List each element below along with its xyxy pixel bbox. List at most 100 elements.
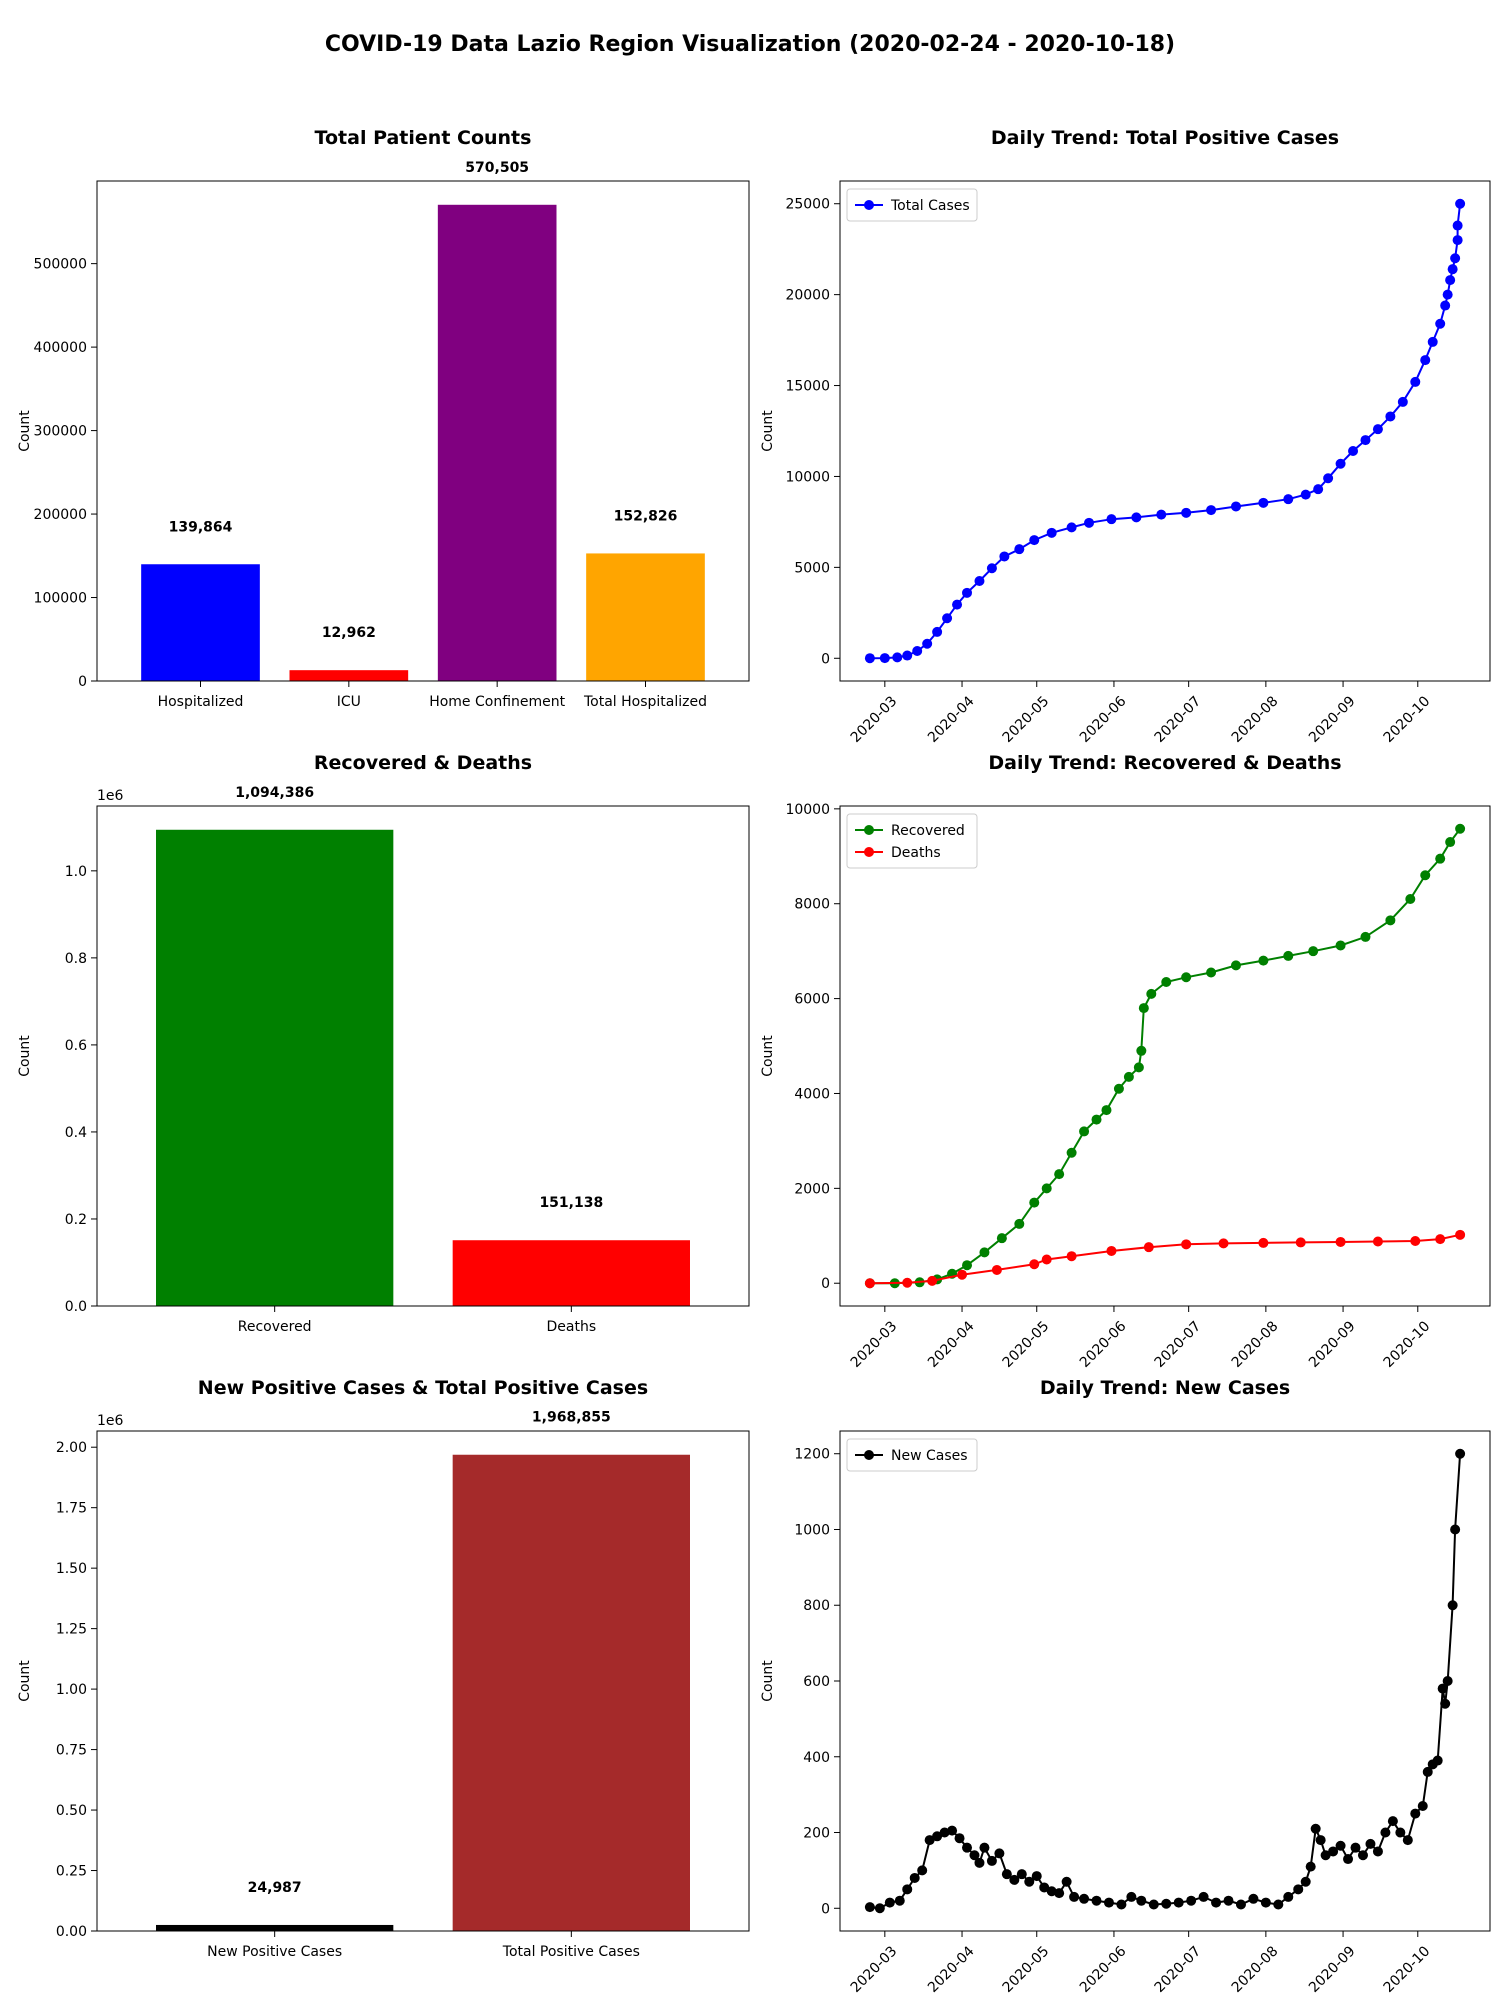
new-cases-trend-series-0-point-70	[1442, 1676, 1453, 1686]
new-cases-trend-series-0-point-62	[1402, 1835, 1413, 1846]
total-positive-trend-series-0-point-11	[986, 563, 997, 574]
total-positive-trend-legend-label-0: Total Cases	[890, 198, 970, 214]
total-positive-trend-series-0-point-20	[1156, 509, 1167, 520]
new-cases-trend-ytick-label: 600	[803, 1674, 830, 1690]
total-positive-trend-series-0-point-34	[1397, 396, 1408, 407]
new-cases-trend-series-0-point-30	[1103, 1897, 1114, 1908]
new-cases-trend-series-0-point-28	[1079, 1893, 1090, 1904]
total-positive-trend-series-0-point-24	[1258, 497, 1269, 508]
recovered-deaths-trend-ytick-label: 4000	[794, 1086, 830, 1102]
recovered-deaths-trend-legend-swatch-marker-0	[864, 825, 874, 835]
total-positive-trend-series-0-point-32	[1372, 424, 1383, 435]
patient-counts-data-label-0: 139,864	[169, 519, 233, 535]
total-positive-trend-series-0-point-22	[1206, 505, 1217, 516]
recovered-deaths-xtick-label-1: Deaths	[547, 1319, 597, 1335]
new-cases-trend-series-0-point-49	[1310, 1823, 1321, 1834]
recovered-deaths-trend-series-0-point-28	[1308, 946, 1319, 957]
new-cases-trend-xtick-label-2: 2020-05	[1000, 1943, 1053, 1996]
new-cases-trend-series-0-point-13	[969, 1850, 980, 1861]
recovered-deaths-ytick-label: 1.0	[65, 864, 87, 880]
new-cases-trend-axes-frame	[839, 1430, 1491, 1932]
new-cases-trend-series-0-point-54	[1343, 1854, 1354, 1865]
recovered-deaths-trend-ytick-label: 8000	[794, 897, 830, 913]
total-positive-trend-series-0-point-37	[1427, 336, 1438, 347]
total-positive-trend-xtick-label-7: 2020-10	[1381, 693, 1434, 746]
total-positive-trend-series-0-point-1	[879, 653, 890, 664]
new-cases-trend-series-0-point-67	[1432, 1755, 1443, 1766]
total-positive-trend-series-0-point-26	[1300, 489, 1311, 500]
recovered-deaths-trend-series-1-point-2	[927, 1275, 938, 1286]
new-cases-trend-series-0-point-47	[1300, 1876, 1311, 1887]
recovered-deaths-trend-xtick-label-1: 2020-04	[925, 1318, 978, 1371]
recovered-deaths-trend-series-0-point-10	[1041, 1183, 1052, 1194]
patient-counts-xtick-label-1: ICU	[337, 694, 361, 710]
new-total-positive-bar-1	[452, 1454, 690, 1931]
recovered-deaths-trend-series-1-point-4	[991, 1264, 1002, 1275]
recovered-deaths-trend-series-0-point-23	[1181, 972, 1192, 983]
new-cases-trend-series-0-point-59	[1380, 1827, 1391, 1838]
total-positive-trend-series-0-point-42	[1447, 264, 1458, 275]
new-total-positive-ytick-label: 0.25	[56, 1864, 87, 1880]
recovered-deaths-trend-series-0-point-30	[1360, 931, 1371, 942]
new-cases-trend-xtick-label-1: 2020-04	[925, 1943, 978, 1996]
recovered-deaths-trend-series-0-point-31	[1385, 915, 1396, 926]
total-positive-trend-series-0-point-41	[1445, 275, 1456, 286]
total-positive-trend-ytick-label: 0	[821, 651, 830, 667]
recovered-deaths-trend-series-1-point-8	[1106, 1245, 1117, 1256]
new-cases-trend-series-0-point-15	[979, 1842, 990, 1853]
new-cases-trend-xtick-label-6: 2020-09	[1306, 1943, 1359, 1996]
recovered-deaths-trend-xtick-label-0: 2020-03	[848, 1318, 901, 1371]
total-positive-trend-series-0-point-45	[1452, 220, 1463, 231]
new-cases-trend-xtick-label-0: 2020-03	[848, 1943, 901, 1996]
figure-title: COVID-19 Data Lazio Region Visualization…	[324, 32, 1176, 57]
new-cases-trend-ytick-label: 200	[803, 1826, 830, 1842]
chart-title-patient-counts: Total Patient Counts	[314, 127, 532, 149]
new-total-positive-ytick-label: 1.75	[56, 1501, 87, 1517]
patient-counts-xtick-label-2: Home Confinement	[429, 694, 565, 710]
new-cases-trend-series-0-point-17	[994, 1848, 1005, 1859]
recovered-deaths-ytick-label: 0.4	[65, 1125, 87, 1141]
new-cases-trend-series-0-point-58	[1372, 1846, 1383, 1857]
recovered-deaths-trend-series-0-point-11	[1054, 1169, 1065, 1180]
new-cases-trend-xtick-label-5: 2020-08	[1229, 1943, 1282, 1996]
total-positive-trend-xtick-label-4: 2020-07	[1152, 693, 1205, 746]
recovered-deaths-trend-xtick-label-5: 2020-08	[1229, 1318, 1282, 1371]
new-cases-trend-legend-box	[846, 1438, 978, 1472]
new-cases-trend-series-0-point-21	[1024, 1876, 1035, 1887]
new-cases-trend-series-0-point-73	[1455, 1448, 1466, 1459]
new-total-positive-ytick-label: 2.00	[56, 1440, 87, 1456]
total-positive-trend-legend-swatch-marker-0	[864, 200, 874, 210]
recovered-deaths-trend-legend-swatch-marker-1	[864, 847, 874, 857]
new-cases-trend-series-0-point-40	[1223, 1895, 1234, 1906]
recovered-deaths-trend-series-0-point-21	[1146, 988, 1157, 999]
recovered-deaths-trend-series-1-point-0	[864, 1278, 875, 1289]
recovered-deaths-trend-series-0-point-16	[1113, 1083, 1124, 1094]
recovered-deaths-trend-axes-frame	[839, 805, 1491, 1307]
total-positive-trend-series-0-point-4	[912, 646, 923, 656]
patient-counts-data-label-1: 12,962	[322, 625, 376, 641]
patient-counts-ytick-label: 200000	[34, 507, 87, 523]
total-positive-trend-xtick-label-0: 2020-03	[848, 693, 901, 746]
new-cases-trend-series-0-point-7	[924, 1835, 935, 1846]
new-cases-trend-series-0-point-27	[1069, 1891, 1080, 1902]
total-positive-trend-ytick-label: 20000	[785, 288, 830, 304]
total-positive-trend-series-0-point-13	[1014, 544, 1025, 555]
patient-counts-ytick-label: 500000	[34, 257, 87, 273]
recovered-deaths-trend-series-1-point-15	[1372, 1236, 1383, 1247]
total-positive-trend-series-0-point-25	[1283, 494, 1294, 505]
total-positive-trend-y-axis-label: Count	[760, 410, 776, 452]
recovered-deaths-trend-series-0-point-29	[1335, 940, 1346, 951]
new-cases-trend-series-0-point-46	[1293, 1884, 1304, 1895]
recovered-deaths-trend-series-1-point-14	[1335, 1236, 1346, 1247]
total-positive-trend-ytick-label: 10000	[785, 469, 830, 485]
recovered-deaths-trend-series-0-point-13	[1079, 1126, 1090, 1137]
recovered-deaths-trend-xtick-label-2: 2020-05	[1000, 1318, 1053, 1371]
total-positive-trend-series-0-point-12	[999, 551, 1010, 562]
recovered-deaths-trend-series-0-point-18	[1133, 1062, 1144, 1073]
recovered-deaths-trend-series-0-point-6	[979, 1247, 990, 1258]
recovered-deaths-trend-series-0-point-34	[1435, 853, 1446, 864]
recovered-deaths-trend-series-1-point-5	[1029, 1259, 1040, 1270]
new-total-positive-data-label-1: 1,968,855	[532, 1410, 611, 1426]
recovered-deaths-trend-xtick-label-4: 2020-07	[1152, 1318, 1205, 1371]
new-total-positive-ytick-label: 1.50	[56, 1561, 87, 1577]
